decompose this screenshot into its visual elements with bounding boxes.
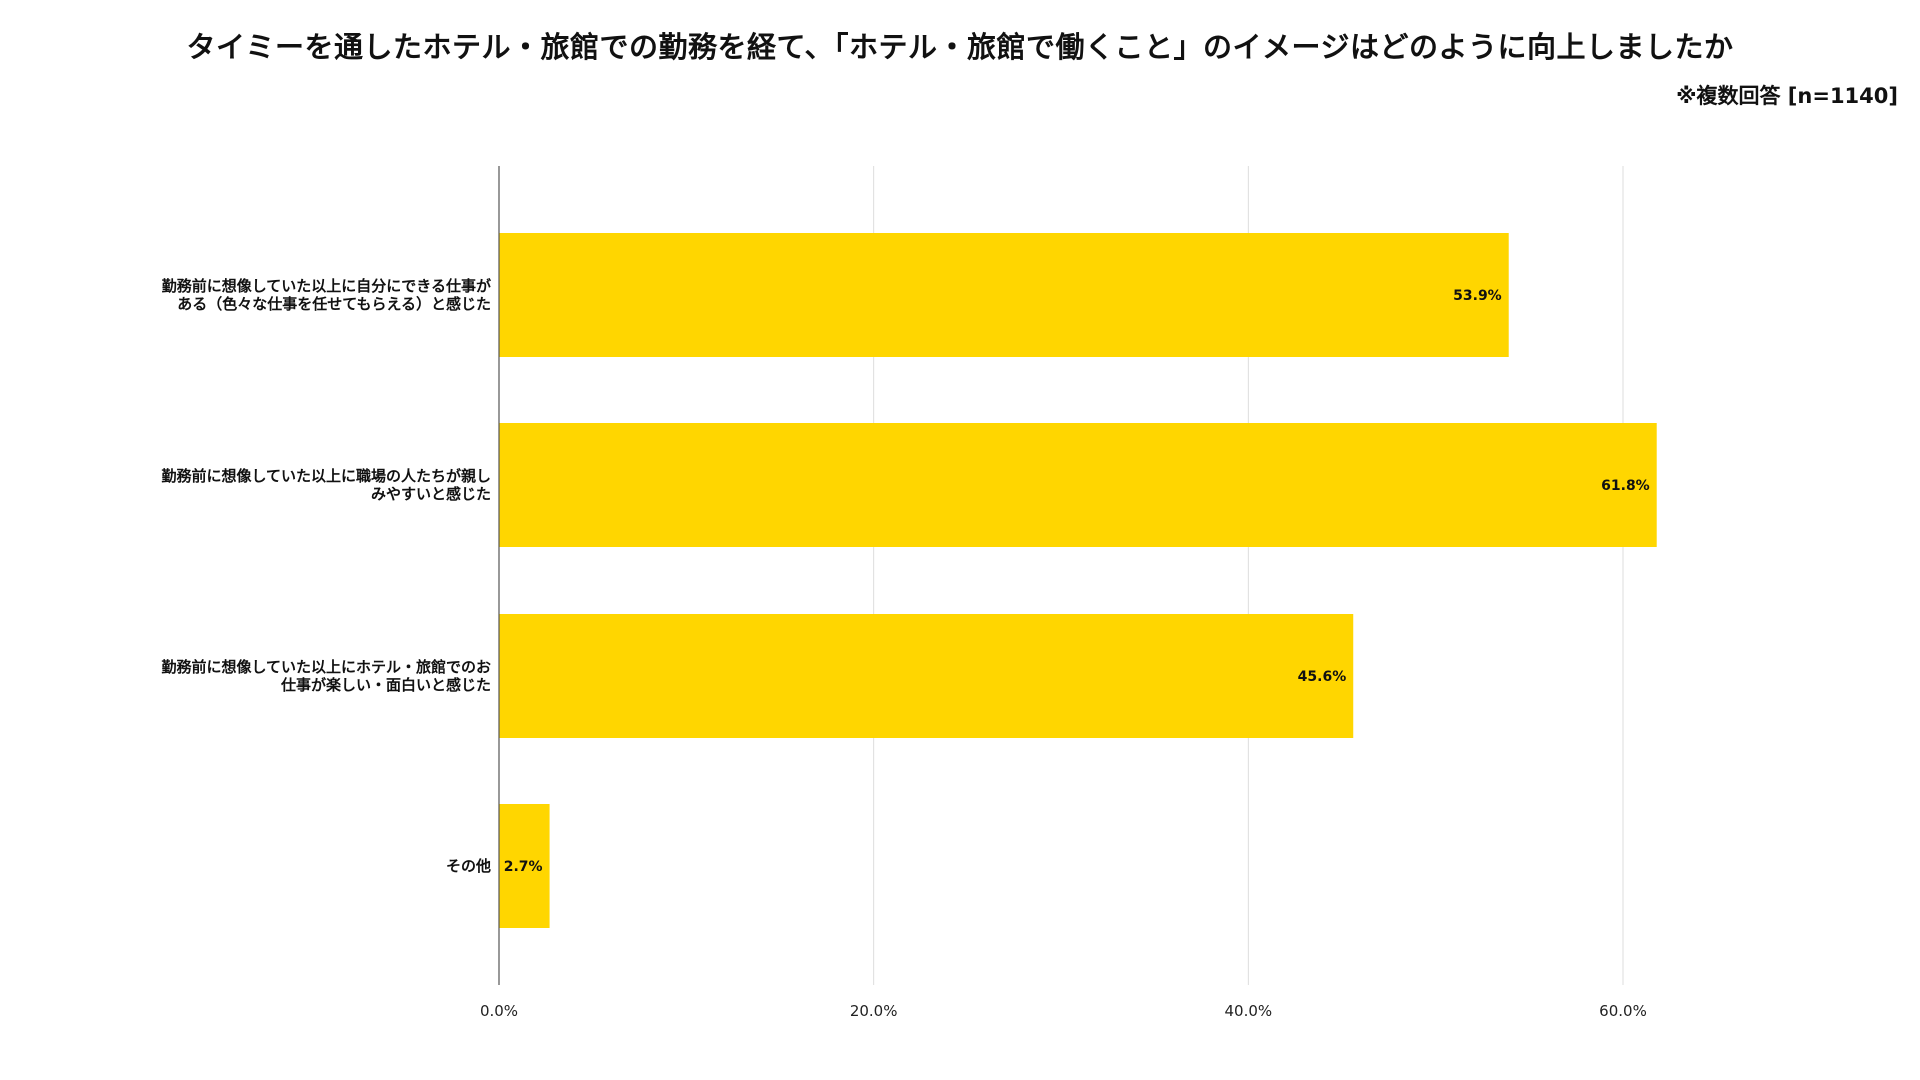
bar bbox=[499, 423, 1657, 547]
bar-layer bbox=[499, 233, 1657, 928]
bar-value-label: 2.7% bbox=[504, 859, 543, 875]
x-tick-label: 20.0% bbox=[850, 1002, 898, 1020]
bar bbox=[499, 614, 1354, 738]
bar-value-label: 61.8% bbox=[1601, 478, 1650, 494]
chart-note: ※複数回答 [n=1140] bbox=[1676, 84, 1898, 108]
label-layer: 53.9% 勤務前に想像していた以上に自分にできる仕事がある（色々な仕事を任せても… bbox=[161, 277, 1649, 875]
bar bbox=[499, 233, 1509, 357]
category-label-line: みやすいと感じた bbox=[371, 485, 491, 503]
category-label: その他 bbox=[446, 857, 491, 875]
category-label-line: その他 bbox=[446, 857, 491, 875]
category-label: 勤務前に想像していた以上に自分にできる仕事がある（色々な仕事を任せてもらえる）と… bbox=[162, 277, 492, 313]
chart-title: タイミーを通したホテル・旅館での勤務を経て、「ホテル・旅館で働くこと」のイメージ… bbox=[186, 30, 1734, 64]
category-label-line: 勤務前に想像していた以上にホテル・旅館でのお bbox=[161, 658, 491, 676]
x-tick-label: 0.0% bbox=[480, 1002, 518, 1020]
category-label-line: 勤務前に想像していた以上に職場の人たちが親し bbox=[161, 467, 491, 485]
category-label: 勤務前に想像していた以上にホテル・旅館でのお仕事が楽しい・面白いと感じた bbox=[161, 658, 491, 694]
x-axis-ticks: 0.0% 20.0% 40.0% 60.0% bbox=[480, 1002, 1647, 1020]
x-tick-label: 40.0% bbox=[1225, 1002, 1273, 1020]
x-tick-label: 60.0% bbox=[1599, 1002, 1647, 1020]
bar bbox=[499, 804, 550, 928]
bar-value-label: 53.9% bbox=[1453, 288, 1502, 304]
category-label-line: ある（色々な仕事を任せてもらえる）と感じた bbox=[177, 295, 491, 313]
category-label-line: 仕事が楽しい・面白いと感じた bbox=[280, 676, 491, 694]
category-label: 勤務前に想像していた以上に職場の人たちが親しみやすいと感じた bbox=[161, 467, 491, 503]
category-label-line: 勤務前に想像していた以上に自分にできる仕事が bbox=[162, 277, 492, 295]
bar-value-label: 45.6% bbox=[1298, 669, 1347, 685]
